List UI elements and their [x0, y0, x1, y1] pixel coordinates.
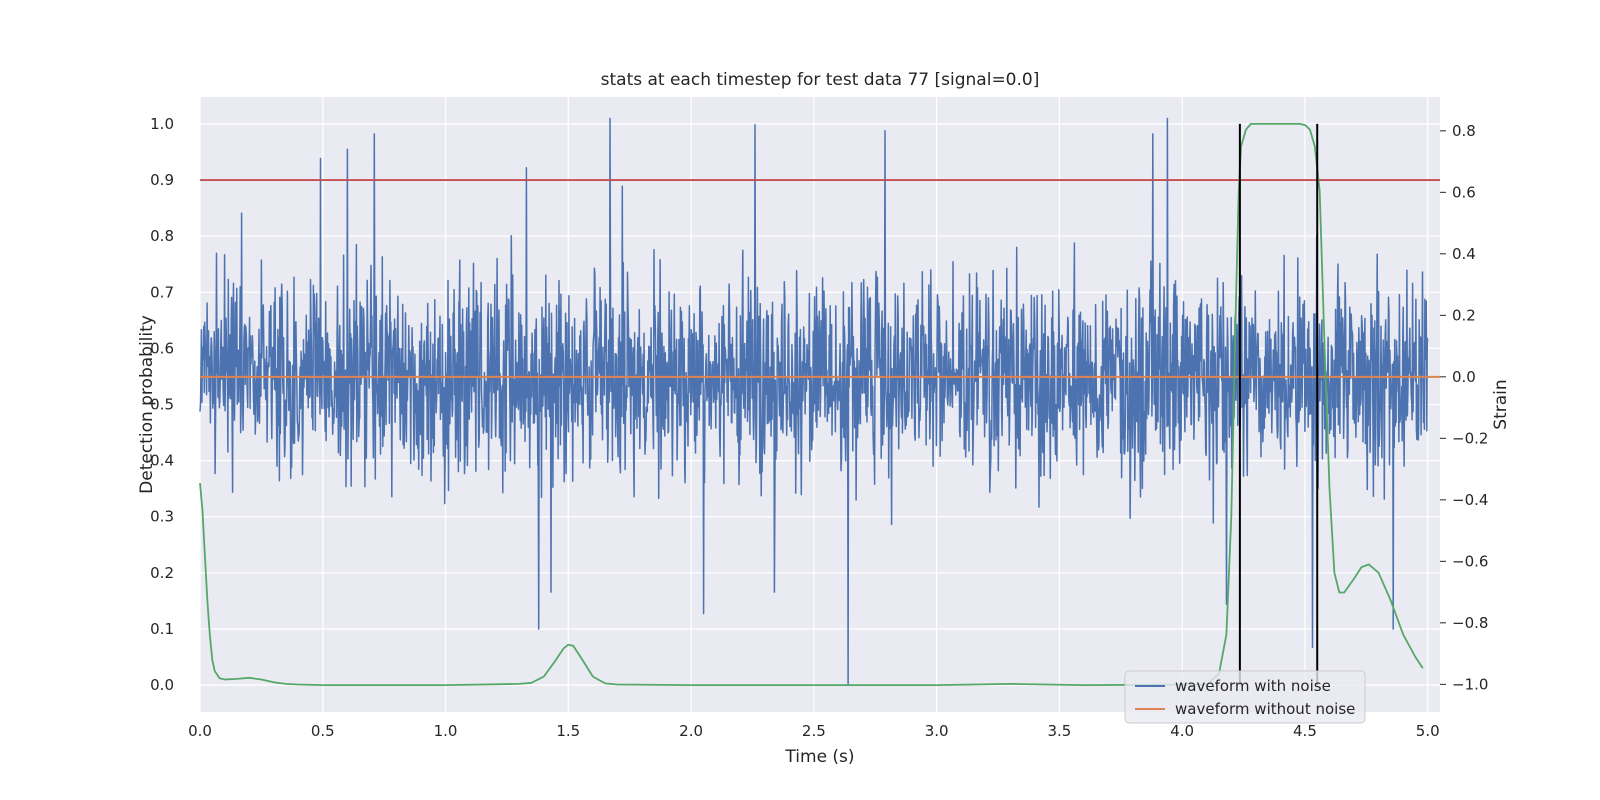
legend: waveform with noise waveform without noi… — [1124, 670, 1366, 724]
y-right-tick-label: −0.2 — [1452, 429, 1488, 447]
y-right-tick-label: 0.4 — [1452, 245, 1476, 263]
legend-label-with-noise: waveform with noise — [1175, 677, 1331, 695]
x-tick-label: 4.0 — [1170, 722, 1194, 740]
y-left-tick-label: 0.6 — [150, 339, 174, 357]
y-left-tick-label: 0.3 — [150, 508, 174, 526]
x-tick-label: 0.5 — [311, 722, 335, 740]
y-left-tick-label: 0.5 — [150, 396, 174, 414]
y-right-tick-label: −0.6 — [1452, 552, 1488, 570]
y-right-tick-label: 0.8 — [1452, 122, 1476, 140]
y-right-axis-label: Strain — [1491, 379, 1511, 429]
x-tick-label: 2.5 — [802, 722, 826, 740]
x-tick-label: 5.0 — [1416, 722, 1440, 740]
x-tick-label: 4.5 — [1293, 722, 1317, 740]
y-right-tick-label: 0.6 — [1452, 183, 1476, 201]
x-tick-label: 2.0 — [679, 722, 703, 740]
y-left-tick-label: 0.7 — [150, 283, 174, 301]
y-left-tick-label: 0.8 — [150, 227, 174, 245]
chart-title: stats at each timestep for test data 77 … — [601, 70, 1040, 90]
y-right-tick-label: 0.2 — [1452, 306, 1476, 324]
y-left-tick-label: 0.2 — [150, 564, 174, 582]
legend-box — [1124, 670, 1366, 724]
y-left-axis-label: Detection probability — [137, 315, 157, 494]
y-left-tick-label: 1.0 — [150, 115, 174, 133]
y-right-tick-label: 0.0 — [1452, 368, 1476, 386]
x-tick-label: 1.0 — [434, 722, 458, 740]
x-tick-label: 1.5 — [556, 722, 580, 740]
x-axis-label: Time (s) — [784, 747, 854, 767]
series-waveform-with-noise — [199, 117, 1429, 686]
y-right-tick-label: −1.0 — [1452, 675, 1488, 693]
y-right-tick-label: −0.8 — [1452, 614, 1488, 632]
legend-label-without-noise: waveform without noise — [1175, 700, 1355, 718]
x-tick-label: 3.5 — [1047, 722, 1071, 740]
x-tick-label: 0.0 — [188, 722, 212, 740]
series-detection-probability — [199, 123, 1424, 686]
y-left-tick-label: 0.1 — [150, 620, 174, 638]
x-tick-label: 3.0 — [925, 722, 949, 740]
y-left-tick-label: 0.9 — [150, 171, 174, 189]
y-left-tick-label: 0.4 — [150, 452, 174, 470]
y-right-tick-label: −0.4 — [1452, 491, 1488, 509]
y-left-tick-label: 0.0 — [150, 676, 174, 694]
